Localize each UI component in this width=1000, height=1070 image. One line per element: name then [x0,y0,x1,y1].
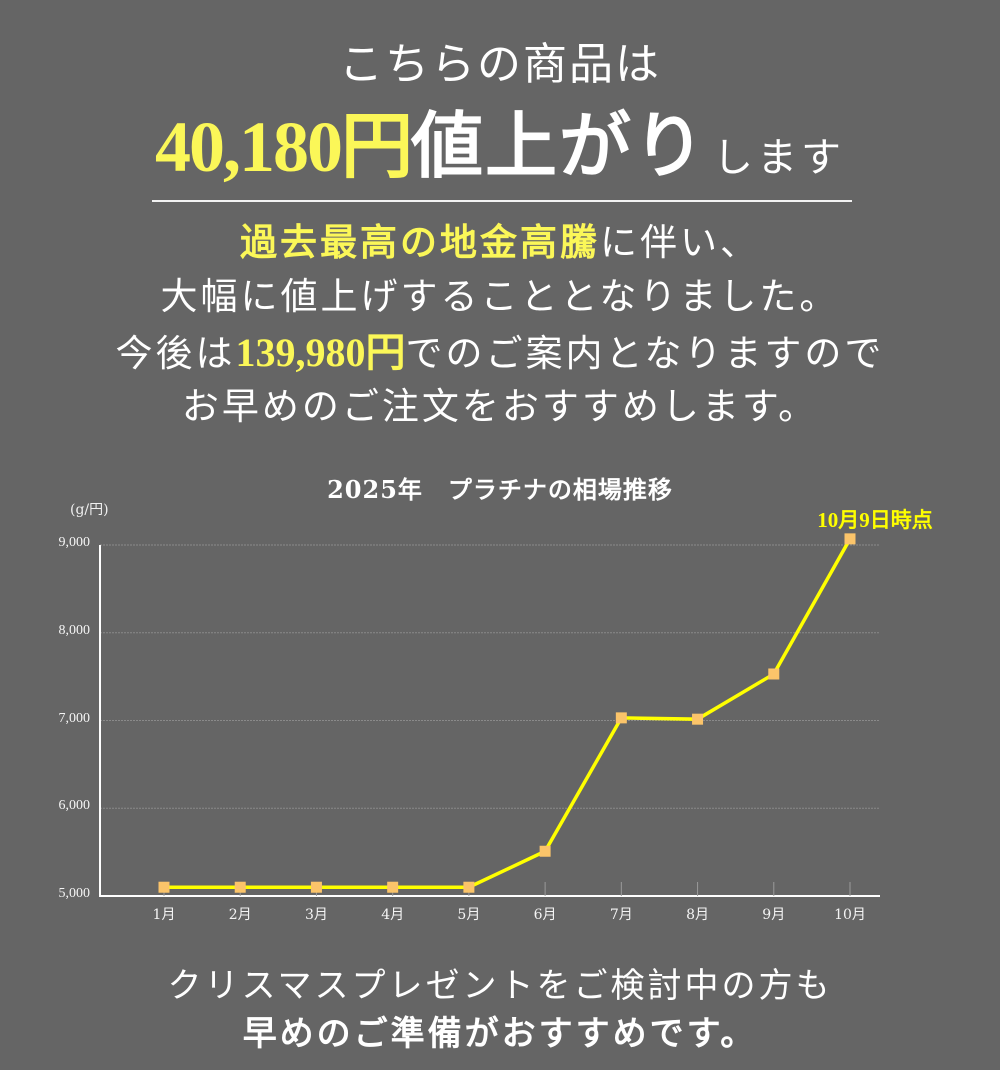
x-tick-label: 2月 [228,907,252,923]
chart-axes [99,545,880,897]
data-point-marker [692,713,704,725]
x-tick-label: 5月 [457,907,481,923]
latest-point-annotation: 10月9日時点 [817,508,933,532]
chart-title: 2025年 プラチナの相場推移 [327,475,673,504]
x-tick-label: 8月 [686,907,709,923]
reason-rest: に伴い、 [600,221,760,264]
y-tick-label: 8,000 [58,622,91,638]
y-tick-label: 7,000 [58,710,91,726]
future-prefix: 今後は [115,332,236,375]
message-line-4: お早めのご注文をおすすめします。 [181,385,819,428]
x-tick-label: 6月 [533,907,557,923]
closing-line-1: クリスマスプレゼントをご検討中の方も [167,966,833,1006]
data-point-marker [463,881,475,893]
x-tick-label: 7月 [609,907,633,923]
closing-line-2: 早めのご準備がおすすめです。 [242,1014,758,1054]
message-line-1: 過去最高の地金高騰に伴い、 [0,215,1000,270]
intro-text: こちらの商品は [339,39,661,90]
message-line-2: 大幅に値上げすることとなりました。 [160,275,840,318]
data-point-marker [387,881,399,893]
y-tick-label: 6,000 [58,798,91,814]
y-axis-unit-label: (g/円) [70,502,109,518]
x-tick-label: 3月 [304,907,328,923]
x-tick-label: 4月 [381,907,405,923]
data-point-marker [768,668,780,680]
future-rest: でのご案内となりますので [405,332,885,375]
data-point-marker [539,845,551,857]
y-tick-label: 9,000 [58,535,91,550]
data-point-marker [615,712,627,724]
divider [152,200,852,202]
increase-amount: 40,180円 [154,107,413,187]
data-point-marker [844,533,856,545]
gridlines [100,544,880,809]
x-tick-label: 9月 [762,907,786,923]
price-increase-headline: 40,180円値上がり します [0,98,1000,214]
x-tick-label: 1月 [152,907,176,923]
price-series [158,533,856,893]
y-tick-label: 5,000 [58,886,91,901]
increase-word: 値上がり [411,103,708,188]
x-tick-label: 10月 [834,907,866,923]
headline-suffix: します [713,135,846,181]
message-line-3: 今後は139,980円でのご案内となりますので [0,326,1000,381]
reason-highlight: 過去最高の地金高騰 [240,220,600,264]
new-price: 139,980円 [235,330,406,375]
data-point-marker [234,881,246,893]
data-point-marker [158,881,170,893]
data-point-marker [310,881,322,893]
